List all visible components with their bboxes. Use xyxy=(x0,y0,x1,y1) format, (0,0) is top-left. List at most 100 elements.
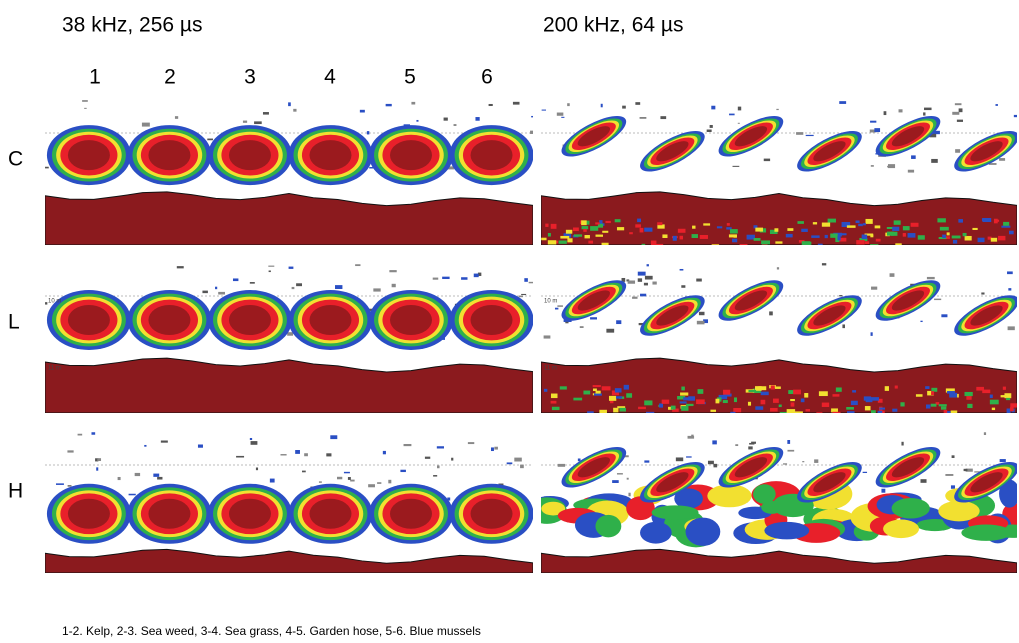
speckle xyxy=(913,573,919,577)
speckle xyxy=(783,574,788,578)
speckle xyxy=(886,231,894,236)
speckle xyxy=(563,233,572,238)
speckle xyxy=(703,223,711,226)
speckle xyxy=(926,276,935,280)
speckle xyxy=(336,476,343,480)
speckle xyxy=(473,273,479,278)
speckle xyxy=(560,235,570,239)
speckle xyxy=(972,227,978,231)
speckle xyxy=(713,463,718,468)
speckle xyxy=(670,405,676,410)
speckle xyxy=(672,408,679,412)
speckle xyxy=(835,237,840,243)
speckle xyxy=(293,108,297,112)
speckle xyxy=(609,400,614,404)
speckle xyxy=(530,130,533,134)
echo xyxy=(148,305,191,335)
speckle xyxy=(839,101,847,104)
speckle xyxy=(652,281,657,285)
speckle xyxy=(964,391,973,397)
speckle xyxy=(1005,575,1011,578)
speckle xyxy=(627,280,636,284)
speckle xyxy=(824,234,828,239)
speckle xyxy=(783,463,788,465)
speckle xyxy=(879,407,885,410)
speckle xyxy=(595,390,601,394)
speckle xyxy=(665,575,671,580)
speckle xyxy=(558,574,563,576)
speckle xyxy=(638,322,646,326)
speckle xyxy=(641,243,646,245)
speckle xyxy=(962,232,967,237)
speckle xyxy=(862,471,868,474)
speckle xyxy=(981,292,985,295)
speckle xyxy=(1000,573,1005,577)
speckle xyxy=(767,573,773,575)
row-label: H xyxy=(8,480,23,503)
speckle xyxy=(884,386,889,391)
speckle xyxy=(512,101,520,105)
speckle xyxy=(889,574,893,577)
speckle xyxy=(837,235,841,241)
speckle xyxy=(679,268,684,271)
speckle xyxy=(725,575,733,578)
depth-label: 11 m xyxy=(48,366,61,372)
speckle xyxy=(999,459,1006,463)
speckle xyxy=(763,573,770,577)
speckle xyxy=(735,574,743,579)
echo xyxy=(734,290,768,311)
speckle xyxy=(637,278,643,282)
speckle xyxy=(601,242,609,245)
speckle xyxy=(77,433,83,436)
speckle xyxy=(639,574,646,577)
speckle xyxy=(677,228,686,233)
speckle xyxy=(933,574,938,577)
speckle xyxy=(662,234,668,238)
speckle xyxy=(870,120,877,123)
speckle xyxy=(296,283,303,287)
speckle xyxy=(923,112,926,116)
speckle xyxy=(619,574,624,576)
speckle xyxy=(614,219,621,223)
speckle xyxy=(571,574,579,578)
speckle xyxy=(453,124,457,126)
speckle xyxy=(805,134,814,137)
echo xyxy=(309,305,352,335)
speckle xyxy=(602,230,609,233)
echo xyxy=(813,141,846,162)
echograms: 10 m 11 m 10 m 11 m xyxy=(45,100,1017,580)
speckle xyxy=(391,283,396,288)
speckle xyxy=(600,103,603,108)
speckle xyxy=(1013,114,1017,118)
speckle xyxy=(488,103,493,107)
speckle xyxy=(616,320,622,325)
speckle xyxy=(1010,574,1013,578)
speckle xyxy=(732,573,738,576)
speckle xyxy=(883,111,887,116)
speckle xyxy=(730,411,736,413)
speckle xyxy=(871,286,878,290)
speckle xyxy=(669,573,672,577)
speckle xyxy=(904,575,909,577)
speckle xyxy=(821,263,827,266)
speckle xyxy=(870,244,879,245)
speckle xyxy=(368,308,373,311)
speckle xyxy=(963,575,970,578)
echo xyxy=(577,457,611,478)
speckle xyxy=(601,575,606,580)
speckle xyxy=(982,389,991,394)
speckle xyxy=(1009,407,1014,412)
speckle xyxy=(787,449,795,452)
speckle xyxy=(595,222,600,225)
speckle xyxy=(865,218,873,224)
speckle xyxy=(876,574,879,578)
speckle xyxy=(668,406,673,410)
speckle xyxy=(144,444,147,447)
speckle xyxy=(952,239,958,244)
speckle xyxy=(951,455,955,458)
echo xyxy=(148,498,191,529)
speckle xyxy=(818,391,828,397)
speckle xyxy=(753,238,761,241)
speckle xyxy=(714,574,721,579)
speckle xyxy=(768,573,772,576)
